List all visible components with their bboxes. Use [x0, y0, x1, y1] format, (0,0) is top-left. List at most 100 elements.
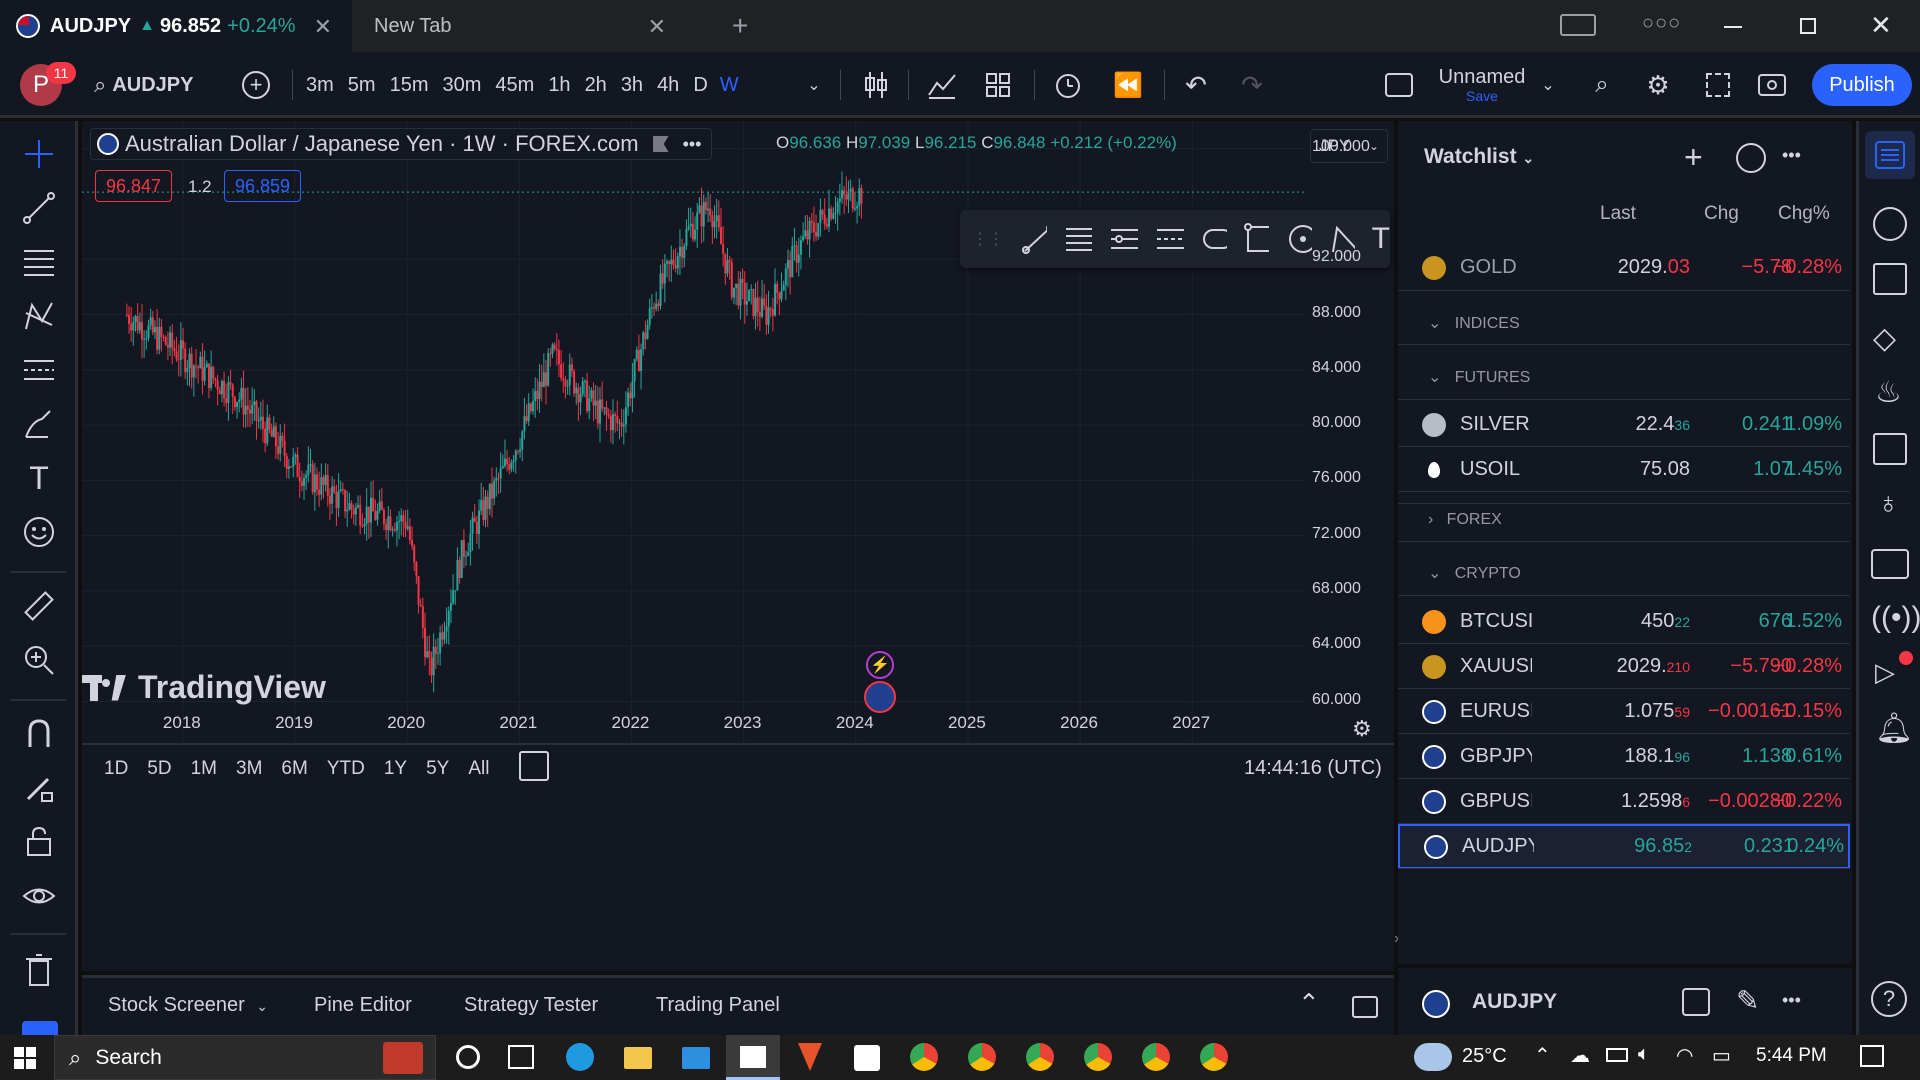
alert-icon[interactable] [1048, 52, 1088, 118]
tab-pine-editor[interactable]: Pine Editor [314, 994, 412, 1016]
task-view-icon[interactable] [508, 1045, 534, 1069]
section-forex[interactable]: › FOREX [1428, 511, 1502, 529]
trash-icon[interactable] [20, 951, 58, 989]
calendar-icon[interactable] [1873, 433, 1907, 465]
browser-menu-icon[interactable]: ○○○ [1642, 12, 1682, 34]
path-icon[interactable] [1329, 222, 1355, 256]
more-icon[interactable]: ••• [1782, 990, 1801, 1010]
watchlist-icon[interactable] [1865, 131, 1915, 179]
circle-icon[interactable] [1286, 222, 1312, 256]
store-icon[interactable] [854, 1045, 880, 1071]
ideas-bulb-icon[interactable]: ♁ [1877, 487, 1900, 520]
undo-icon[interactable]: ↶ [1185, 69, 1207, 100]
cortana-icon[interactable] [456, 1045, 480, 1069]
taskbar-search[interactable]: ⌕ Search [54, 1035, 436, 1080]
layout-name-button[interactable]: Unnamed Save [1432, 52, 1532, 118]
regression-icon[interactable] [1155, 224, 1184, 254]
interval-4h[interactable]: 4h [657, 73, 680, 96]
wifi-icon[interactable]: ◠ [1676, 1045, 1694, 1067]
ellipse-icon[interactable] [1201, 226, 1227, 252]
candles-type-icon[interactable] [856, 52, 896, 118]
weather-temp[interactable]: 25°C [1462, 1045, 1507, 1067]
brush-icon[interactable] [20, 405, 58, 443]
app-arrow-icon[interactable] [798, 1043, 822, 1071]
add-symbol-icon[interactable]: + [1684, 139, 1703, 175]
fib-icon[interactable] [20, 243, 58, 281]
more-icon[interactable]: ••• [1782, 145, 1801, 165]
watchlist-row-gbpusi[interactable]: GBPUSI 1.25986 −0.00280 −0.22% [1398, 779, 1850, 824]
range-6m[interactable]: 6M [281, 758, 308, 779]
parallel-lines-icon[interactable] [1064, 224, 1093, 254]
buy-button[interactable]: 96.859 [224, 170, 302, 202]
edge-icon[interactable] [566, 1043, 594, 1071]
zoom-in-icon[interactable] [20, 641, 58, 679]
eye-icon[interactable] [20, 877, 58, 915]
trend-line-icon[interactable] [20, 189, 58, 227]
interval-1h[interactable]: 1h [548, 73, 571, 96]
compare-add-icon[interactable]: + [238, 52, 274, 118]
rectangle-icon[interactable] [1243, 223, 1270, 255]
close-window-icon[interactable]: ✕ [1870, 10, 1892, 40]
collapse-panel-icon[interactable]: › [1394, 930, 1400, 947]
chat-icon[interactable] [1871, 549, 1909, 579]
windows-start-icon[interactable] [14, 1047, 36, 1069]
interval-3h[interactable]: 3h [620, 73, 644, 96]
notifications-icon[interactable] [1860, 1045, 1884, 1067]
interval-3m[interactable]: 3m [306, 73, 334, 96]
indicators-icon[interactable] [922, 52, 962, 118]
range-all[interactable]: All [468, 758, 490, 779]
chevron-down-icon[interactable]: ⌄ [1541, 77, 1555, 94]
more-icon[interactable]: ••• [682, 133, 702, 154]
mail-icon[interactable] [682, 1047, 710, 1069]
user-avatar[interactable]: P 11 [18, 52, 76, 118]
tradingview-app-icon[interactable] [726, 1035, 780, 1080]
range-1m[interactable]: 1M [190, 758, 217, 779]
templates-icon[interactable] [978, 52, 1018, 118]
col-chg[interactable]: Chg [1704, 203, 1739, 224]
price-chart-svg[interactable] [82, 121, 1394, 971]
watchlist-row-silver[interactable]: SILVER 22.436 0.241 1.09% [1398, 402, 1850, 447]
emoji-icon[interactable] [20, 513, 58, 551]
publish-button[interactable]: Publish [1810, 52, 1914, 118]
save-link[interactable]: Save [1466, 88, 1498, 104]
channel-icon[interactable] [1109, 224, 1139, 254]
chrome-icon[interactable] [910, 1043, 938, 1071]
volume-icon[interactable]: 🔈︎ [1638, 1043, 1650, 1065]
sell-button[interactable]: 96.847 [95, 170, 173, 202]
system-clock[interactable]: 5:44 PM [1756, 1045, 1827, 1066]
interval-2h[interactable]: 2h [584, 73, 607, 96]
layout-checkbox-icon[interactable] [1382, 52, 1416, 118]
browser-tab-new[interactable]: New Tab ✕ [356, 0, 686, 52]
crosshair-icon[interactable] [20, 135, 58, 173]
interval-5m[interactable]: 5m [347, 73, 376, 96]
watchlist-row-usoil[interactable]: USOIL 75.08 1.07 1.45% [1398, 447, 1850, 492]
col-chgp[interactable]: Chg% [1778, 203, 1830, 224]
currency-selector[interactable]: JPY ⌄ [1310, 129, 1388, 163]
range-5d[interactable]: 5D [147, 758, 172, 779]
hotlist-flame-icon[interactable]: ♨ [1875, 376, 1902, 409]
range-5y[interactable]: 5Y [426, 758, 450, 779]
range-1y[interactable]: 1Y [383, 758, 408, 779]
tab-stock-screener[interactable]: Stock Screener ⌄ [108, 994, 268, 1017]
lightning-event-icon[interactable]: ⚡ [866, 651, 894, 679]
camera-icon[interactable] [1754, 52, 1790, 118]
ruler-icon[interactable] [20, 587, 58, 625]
chrome-icon[interactable] [1026, 1043, 1054, 1071]
watchlist-row-gbpjpy[interactable]: GBPJPY 188.196 1.138 0.61% [1398, 734, 1850, 779]
watchlist-row-eurusi[interactable]: EURUSI 1.07559 −0.00161 −0.15% [1398, 689, 1850, 734]
browser-tab-audjpy[interactable]: AUDJPY ▲ 96.852 +0.24% ✕ [0, 0, 352, 52]
fullscreen-icon[interactable] [1700, 52, 1736, 118]
edit-note-icon[interactable]: ✎ [1736, 985, 1760, 1016]
text-icon[interactable]: T [29, 459, 49, 496]
minimize-icon[interactable] [1724, 26, 1742, 28]
new-tab-button[interactable]: + [732, 10, 749, 41]
utc-time[interactable]: 14:44:16 (UTC) [1244, 757, 1382, 779]
quick-search-icon[interactable]: ⌕ [1595, 71, 1609, 98]
weather-cloud-icon[interactable] [1414, 1043, 1452, 1071]
data-window-icon[interactable] [1873, 263, 1907, 295]
chrome-icon[interactable] [968, 1043, 996, 1071]
range-3m[interactable]: 3M [236, 758, 263, 779]
forecast-icon[interactable] [20, 351, 58, 389]
range-1d[interactable]: 1D [104, 758, 129, 779]
section-futures[interactable]: ⌄ FUTURES [1428, 367, 1530, 387]
